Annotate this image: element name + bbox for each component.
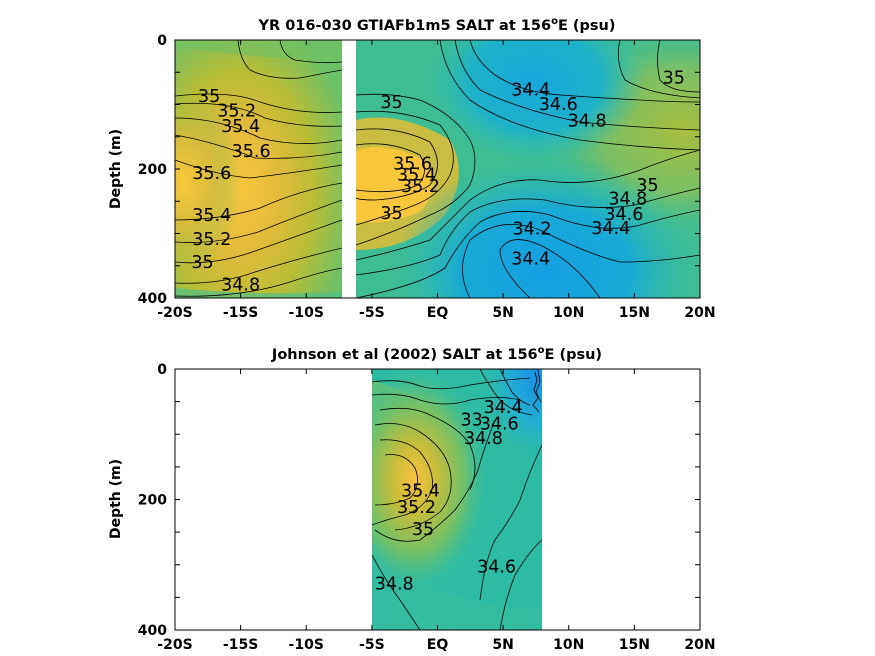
contour-label: 35.4 <box>192 206 231 226</box>
x-tick-label: 5N <box>492 637 513 653</box>
contour-label: 35.2 <box>217 102 256 122</box>
contour-label: 34.4 <box>511 80 550 100</box>
chart-title-top: YR 016-030 GTIAFb1m5 SALT at 156oE (psu) <box>258 16 616 34</box>
contour-label: 34.8 <box>221 276 260 296</box>
contour-label: 35.6 <box>393 154 432 174</box>
x-tick-label: -10S <box>289 305 324 321</box>
ticks-top <box>174 39 701 299</box>
x-tick-label: 10N <box>553 637 584 653</box>
contour-label: 35 <box>412 520 434 540</box>
y-tick-label: 200 <box>138 162 167 178</box>
contour-label: 35.2 <box>401 177 440 197</box>
x-tick-label: EQ <box>427 637 449 653</box>
y-tick-label: 400 <box>138 623 167 639</box>
chart-title-bottom: Johnson et al (2002) SALT at 156oE (psu) <box>271 345 602 363</box>
contour-label: 35 <box>191 253 213 273</box>
contour-label: 35 <box>636 176 658 196</box>
colorfill-bottom <box>372 369 542 630</box>
contour-label: 34.8 <box>464 429 503 449</box>
contour-label: 34.8 <box>375 574 414 594</box>
chart-top: 3535.235.435.635.635.435.23534.83534.434… <box>108 16 716 321</box>
contour-label: 34.2 <box>513 220 552 240</box>
contour-label: 35 <box>380 93 402 113</box>
x-tick-label: -20S <box>157 637 192 653</box>
x-tick-label: 10N <box>553 305 584 321</box>
ticks-bottom <box>174 368 701 631</box>
y-tick-label: 0 <box>157 362 167 378</box>
contour-label: 35.2 <box>397 498 436 518</box>
x-tick-label: 20N <box>684 637 715 653</box>
contour-label: 34.4 <box>511 249 550 269</box>
contour-label: 33 <box>460 411 482 431</box>
x-tick-label: 5N <box>492 305 513 321</box>
x-tick-label: 20N <box>684 305 715 321</box>
contour-label: 34.8 <box>608 189 647 209</box>
contour-label: 34.6 <box>604 205 643 225</box>
contour-lines-top <box>175 40 700 298</box>
contour-lines-bottom <box>372 369 542 630</box>
contour-label: 35 <box>380 204 402 224</box>
y-axis-label-bottom: Depth (m) <box>108 459 124 539</box>
contour-label: 35.6 <box>192 164 231 184</box>
x-tick-label: -15S <box>223 637 258 653</box>
y-axis-label-top: Depth (m) <box>108 129 124 209</box>
contour-label: 35.6 <box>232 142 271 162</box>
y-tick-label: 400 <box>138 291 167 307</box>
data-gap <box>342 40 356 298</box>
contour-label: 35.4 <box>221 117 260 137</box>
contour-label: 35.4 <box>401 482 440 502</box>
y-tick-label: 0 <box>157 33 167 49</box>
x-tick-label: EQ <box>427 305 449 321</box>
contour-label: 34.6 <box>539 95 578 115</box>
x-tick-label: -5S <box>359 305 385 321</box>
x-tick-label: -15S <box>223 305 258 321</box>
contour-label: 34.8 <box>568 111 607 131</box>
contour-label: 35.4 <box>397 165 436 185</box>
contour-label: 34.4 <box>591 219 630 239</box>
x-tick-label: 15N <box>619 305 650 321</box>
x-tick-label: -10S <box>289 637 324 653</box>
x-tick-label: -5S <box>359 637 385 653</box>
y-tick-label: 200 <box>138 493 167 509</box>
contour-label: 34.6 <box>477 557 516 577</box>
contour-label: 34.6 <box>480 414 519 434</box>
contour-label: 35 <box>198 87 220 107</box>
contour-labels-top: 3535.235.435.635.635.435.23534.83534.434… <box>191 69 684 296</box>
contour-label: 34.4 <box>484 398 523 418</box>
contour-label: 35 <box>663 69 685 89</box>
x-tick-label: 15N <box>619 637 650 653</box>
x-tick-label: -20S <box>157 305 192 321</box>
contour-label: 35.2 <box>192 230 231 250</box>
